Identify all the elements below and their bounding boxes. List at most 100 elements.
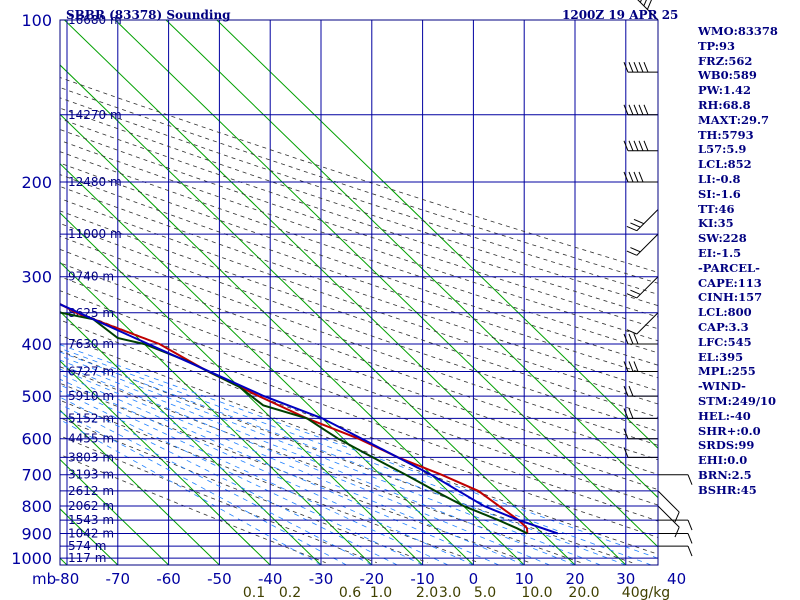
wind-barb-flag bbox=[628, 361, 634, 372]
index-item: EI:-1.5 bbox=[698, 245, 742, 260]
pressure-tick-label: 1000 bbox=[11, 549, 52, 568]
wind-barb-flag bbox=[626, 250, 637, 256]
isotherm-line bbox=[60, 310, 322, 565]
wind-barb bbox=[623, 447, 658, 458]
wind-barb-flag bbox=[623, 171, 629, 183]
index-item: TT:46 bbox=[698, 201, 735, 216]
dry-adiabat-line bbox=[60, 107, 658, 307]
wind-barb-staff bbox=[636, 312, 659, 335]
dry-adiabat-line bbox=[60, 162, 658, 366]
wind-barb bbox=[626, 276, 659, 299]
index-item: LFC:545 bbox=[698, 334, 752, 349]
height-label: 117 m bbox=[68, 551, 106, 565]
wind-barb-flag bbox=[638, 104, 644, 115]
temperature-tick-label: -50 bbox=[207, 570, 232, 588]
pressure-tick-label: 600 bbox=[21, 430, 52, 449]
index-item: CAP:3.3 bbox=[698, 319, 749, 334]
height-label: 2612 m bbox=[68, 484, 114, 498]
mixing-ratio-label: 3.0 bbox=[439, 585, 461, 600]
index-item: HEL:-40 bbox=[698, 408, 751, 423]
index-item: WB0:589 bbox=[698, 68, 757, 83]
mixing-ratio-label: 40g/kg bbox=[622, 585, 670, 600]
wind-barb bbox=[623, 333, 658, 345]
temperature-tick-labels: mb-80 -70 -60 -50 -40 -30 -20 -10 0 10 20 30 40 bbox=[32, 570, 686, 588]
wind-barb-flag bbox=[643, 104, 649, 115]
wind-barb bbox=[657, 490, 680, 523]
dry-adiabat-line bbox=[60, 174, 658, 379]
height-label: 11000 m bbox=[68, 227, 122, 241]
wind-barb-flag bbox=[639, 0, 642, 3]
moist-adiabat-line bbox=[60, 373, 499, 565]
index-item: TP:93 bbox=[698, 38, 736, 53]
moist-adiabat-line bbox=[60, 411, 347, 565]
height-label: 5152 m bbox=[68, 411, 114, 425]
wind-barb-flag bbox=[628, 140, 634, 151]
dry-adiabat-line bbox=[60, 319, 658, 538]
dry-adiabat-line bbox=[60, 77, 658, 273]
wind-barb bbox=[626, 312, 659, 335]
mixing-ratio-label: 5.0 bbox=[474, 585, 496, 600]
temperature-tick-label: 10 bbox=[515, 570, 534, 588]
height-label: 7630 m bbox=[68, 337, 114, 351]
moist-adiabat-line bbox=[60, 347, 652, 565]
plot-frame bbox=[59, 19, 659, 566]
moist-adiabat-lines bbox=[60, 344, 658, 565]
mixing-ratio-label: 0.2 bbox=[279, 585, 301, 600]
temperature-tick-label: 0 bbox=[469, 570, 479, 588]
index-item: RH:68.8 bbox=[698, 97, 751, 112]
isotherm-line bbox=[114, 20, 658, 548]
pressure-tick-labels: 100 200 300 400 500 600 700 800 900 1000 bbox=[11, 11, 52, 568]
mixing-ratio-labels: 0.1 0.2 0.6 1.0 2.0 3.0 5.0 10.0 20.0 40g/kg bbox=[243, 585, 670, 600]
temperature-tick-label: -20 bbox=[360, 570, 385, 588]
dry-adiabat-line bbox=[60, 366, 582, 564]
wind-barb bbox=[623, 61, 658, 73]
index-item: KI:35 bbox=[698, 216, 734, 231]
wind-barb-flag bbox=[626, 293, 637, 299]
dry-adiabat-line bbox=[60, 262, 658, 475]
index-item: TH:5793 bbox=[698, 127, 754, 142]
isotherm-line bbox=[60, 261, 373, 565]
temperature-tick-label: -30 bbox=[309, 570, 334, 588]
dry-adiabat-line bbox=[60, 276, 658, 491]
index-item: L57:5.9 bbox=[698, 142, 747, 157]
isobar-lines bbox=[60, 19, 658, 559]
wind-barb-flag bbox=[687, 533, 693, 544]
wind-barb-flag bbox=[643, 0, 647, 7]
wind-barb-flag bbox=[623, 361, 629, 372]
wind-barb-flag bbox=[623, 408, 629, 419]
moist-adiabat-line bbox=[60, 359, 576, 565]
index-item: PW:1.42 bbox=[698, 83, 752, 98]
moist-adiabat-line bbox=[60, 396, 398, 565]
mixing-ratio-label: 10.0 bbox=[521, 585, 552, 600]
wind-barb-flag bbox=[674, 526, 680, 538]
mixing-ratio-label: 20.0 bbox=[568, 585, 599, 600]
wind-barb bbox=[623, 171, 658, 183]
wind-barb-flag bbox=[630, 222, 641, 228]
mixing-ratio-label: 1.0 bbox=[370, 585, 392, 600]
index-item: STM:249/10 bbox=[698, 393, 777, 408]
wind-barb-flag bbox=[628, 61, 634, 73]
moist-adiabat-line bbox=[60, 344, 658, 559]
index-item: LI:-0.8 bbox=[698, 171, 741, 186]
wind-barb-flag bbox=[633, 104, 639, 115]
index-item: SI:-1.6 bbox=[698, 186, 741, 201]
isotherm-line bbox=[216, 20, 658, 449]
temperature-tick-label: -80 bbox=[55, 570, 80, 588]
temperature-line bbox=[60, 302, 529, 534]
wind-barb-staff bbox=[657, 505, 680, 528]
x-unit-label: mb bbox=[32, 570, 56, 588]
wind-barb-flag bbox=[623, 447, 629, 458]
chart-timestamp: 1200Z 19 APR 25 bbox=[562, 8, 679, 22]
wind-barb-flag bbox=[638, 61, 644, 73]
temperature-tick-label: -70 bbox=[106, 570, 131, 588]
index-item: -WIND- bbox=[698, 379, 746, 394]
wind-barb bbox=[623, 385, 658, 397]
wind-barb-staff bbox=[657, 490, 680, 513]
wind-barb-flag bbox=[687, 474, 693, 485]
height-label: 3803 m bbox=[68, 450, 114, 464]
index-item: MAXT:29.7 bbox=[698, 112, 769, 127]
wind-barb-flag bbox=[628, 385, 634, 397]
height-label: 1543 m bbox=[68, 513, 114, 527]
wind-barb-flag bbox=[628, 104, 634, 115]
